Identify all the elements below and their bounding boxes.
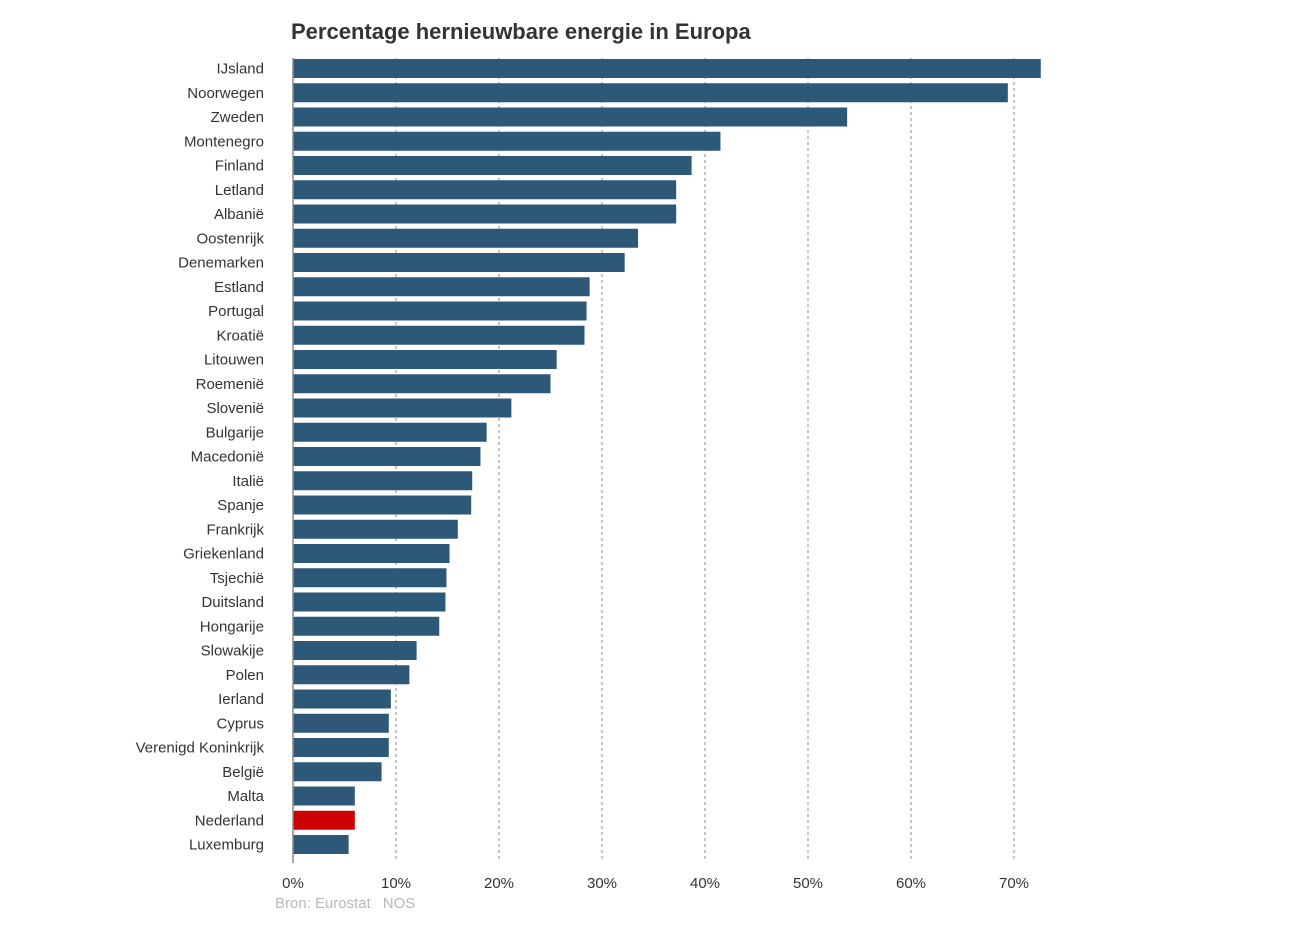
- bar-estland: [293, 277, 590, 297]
- bar-nederland: [293, 810, 355, 830]
- category-label: Nederland: [195, 812, 264, 829]
- bar-albani-: [293, 204, 677, 224]
- category-label: Frankrijk: [206, 521, 264, 538]
- category-label: IJsland: [216, 61, 264, 78]
- source-line: Bron: Eurostat NOS: [275, 895, 419, 912]
- bar-hongarije: [293, 616, 440, 636]
- x-tick-label: 20%: [484, 875, 514, 892]
- bar-frankrijk: [293, 519, 458, 539]
- bar-spanje: [293, 495, 472, 515]
- category-label: Bulgarije: [206, 424, 264, 441]
- chart-title: Percentage hernieuwbare energie in Europ…: [291, 19, 751, 44]
- category-label: Luxemburg: [189, 837, 264, 854]
- source-label: Bron:: [275, 895, 311, 912]
- category-label: Spanje: [217, 497, 264, 514]
- bar-verenigd-koninkrijk: [293, 738, 389, 757]
- bar-letland: [293, 180, 677, 200]
- source-name: Eurostat: [314, 895, 371, 912]
- x-tick-label: 50%: [793, 875, 823, 892]
- category-label: Noorwegen: [187, 85, 264, 102]
- category-label: Roemenië: [196, 376, 264, 393]
- bar-roemeni-: [293, 374, 551, 394]
- bar-ierland: [293, 689, 391, 709]
- bar-noorwegen: [293, 83, 1008, 103]
- bar-portugal: [293, 301, 587, 321]
- category-label: Portugal: [208, 303, 264, 320]
- category-label: Verenigd Koninkrijk: [136, 740, 265, 757]
- bar-bulgarije: [293, 422, 487, 442]
- bar-macedoni-: [293, 447, 481, 466]
- x-tick-label: 40%: [690, 875, 720, 892]
- category-label: Litouwen: [204, 352, 264, 369]
- category-label: Montenegro: [184, 133, 264, 150]
- bar-duitsland: [293, 592, 446, 612]
- category-label: Duitsland: [201, 594, 264, 611]
- category-label: Malta: [227, 788, 264, 805]
- bar-slowakije: [293, 641, 417, 660]
- category-label: Denemarken: [178, 255, 264, 272]
- bar-litouwen: [293, 350, 557, 369]
- bar-griekenland: [293, 544, 450, 563]
- x-tick-label: 30%: [587, 875, 617, 892]
- category-label: Cyprus: [216, 715, 264, 732]
- bar-denemarken: [293, 253, 625, 272]
- bar-kroati-: [293, 325, 585, 345]
- bar-malta: [293, 786, 355, 806]
- bar-luxemburg: [293, 835, 349, 854]
- bar-tsjechi-: [293, 568, 447, 588]
- category-label: Tsjechië: [210, 570, 264, 587]
- category-label: Oostenrijk: [196, 230, 264, 247]
- x-tick-label: 0%: [282, 875, 304, 892]
- bar-cyprus: [293, 713, 389, 733]
- bar-oostenrijk: [293, 228, 639, 248]
- category-label: Polen: [226, 667, 264, 684]
- category-label: Macedonië: [191, 449, 264, 466]
- bar-zweden: [293, 107, 848, 127]
- bar-polen: [293, 665, 410, 685]
- category-label: Ierland: [218, 691, 264, 708]
- bar-sloveni-: [293, 398, 512, 418]
- category-label: Finland: [215, 158, 264, 175]
- bar-belgi-: [293, 762, 382, 782]
- category-label: Albanië: [214, 206, 264, 223]
- category-label: Hongarije: [200, 618, 264, 635]
- category-label: Slovenië: [206, 400, 264, 417]
- category-label: Letland: [215, 182, 264, 199]
- bar-ijsland: [293, 59, 1041, 78]
- category-label: Griekenland: [183, 546, 264, 563]
- bar-itali-: [293, 471, 473, 491]
- x-tick-label: 60%: [896, 875, 926, 892]
- category-label: Estland: [214, 279, 264, 296]
- source-org: NOS: [382, 895, 416, 912]
- category-label: Kroatië: [216, 327, 264, 344]
- x-tick-label: 70%: [999, 875, 1029, 892]
- category-label: Italië: [232, 473, 264, 490]
- bar-montenegro: [293, 131, 721, 151]
- x-tick-label: 10%: [381, 875, 411, 892]
- category-label: Slowakije: [201, 643, 264, 660]
- bar-finland: [293, 156, 692, 175]
- category-label: Zweden: [211, 109, 264, 126]
- category-label: België: [222, 764, 264, 781]
